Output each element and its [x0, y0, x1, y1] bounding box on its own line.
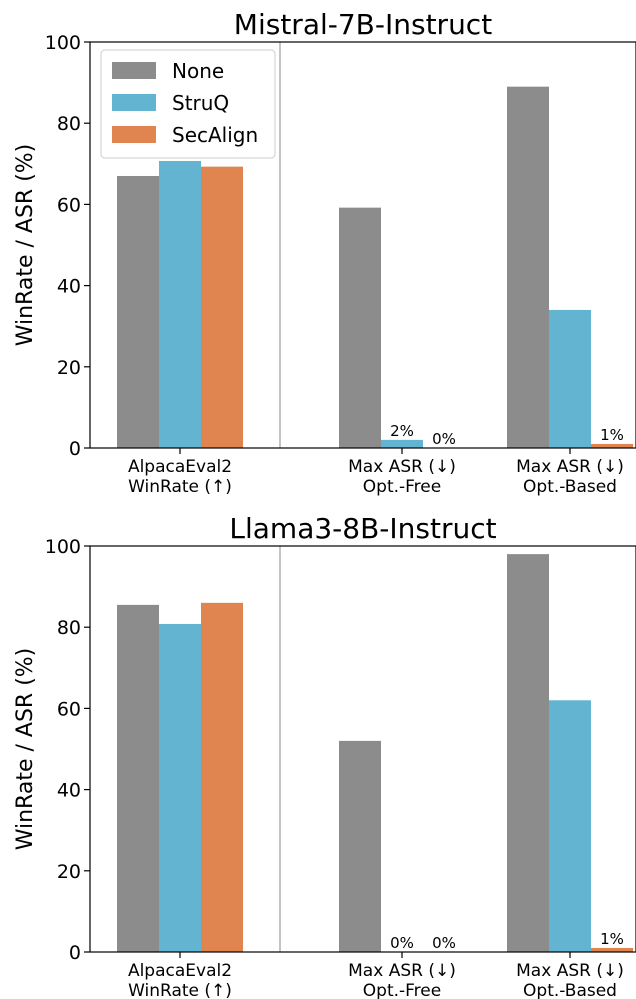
data-label: 0%: [390, 934, 414, 952]
legend-swatch-none: [112, 62, 156, 79]
y-tick-label: 40: [57, 276, 81, 298]
y-tick-label: 80: [57, 113, 81, 135]
legend-swatch-struq: [112, 94, 156, 111]
y-tick-label: 0: [69, 942, 81, 964]
bar-none-0: [117, 604, 159, 952]
x-tick-label: Max ASR (↓): [348, 961, 456, 981]
bar-none-0: [117, 175, 159, 449]
y-tick-label: 100: [45, 536, 81, 558]
y-tick-label: 20: [57, 357, 81, 379]
x-tick-label: Max ASR (↓): [516, 961, 624, 981]
data-label: 0%: [432, 430, 456, 448]
y-axis-label: WinRate / ASR (%): [13, 648, 38, 851]
legend-label: SecAlign: [172, 123, 258, 147]
plot-frame: [89, 545, 636, 953]
x-tick-label: Opt.-Free: [363, 477, 441, 497]
x-tick-label: WinRate (↑): [128, 477, 232, 497]
data-label: 2%: [390, 422, 414, 440]
y-tick-label: 80: [57, 617, 81, 639]
bar-secalign-2: [591, 443, 633, 448]
data-label: 0%: [432, 934, 456, 952]
x-tick-label: Max ASR (↓): [516, 457, 624, 477]
legend-label: StruQ: [172, 91, 229, 115]
bar-none-1: [339, 207, 381, 448]
x-tick-label: Opt.-Based: [523, 981, 617, 999]
bar-secalign-0: [201, 166, 243, 448]
bar-struq-1: [381, 439, 423, 448]
y-tick-label: 40: [57, 780, 81, 802]
bar-secalign-2: [591, 947, 633, 952]
bar-none-1: [339, 740, 381, 952]
legend: None StruQ SecAlign: [100, 49, 276, 159]
chart-title: Llama3-8B-Instruct: [229, 512, 496, 545]
bar-struq-0: [159, 160, 201, 448]
bar-struq-2: [549, 700, 591, 952]
x-tick-label: Max ASR (↓): [348, 457, 456, 477]
y-tick-label: 60: [57, 698, 81, 720]
legend-label: None: [172, 59, 224, 83]
x-tick-label: AlpacaEval2: [128, 961, 232, 981]
chart-panel-2: Llama3-8B-Instruct WinRate / ASR (%) 0% 0% 1…: [13, 512, 636, 999]
legend-swatch-secalign: [112, 126, 156, 143]
y-tick-label: 20: [57, 861, 81, 883]
bar-struq-0: [159, 623, 201, 952]
data-label: 1%: [600, 426, 624, 444]
x-tick-label: WinRate (↑): [128, 981, 232, 999]
data-label: 1%: [600, 930, 624, 948]
y-tick-label: 0: [69, 438, 81, 460]
chart-panel-1: Mistral-7B-Instruct WinRate / ASR (%) 2% 0%…: [13, 8, 636, 497]
y-tick-label: 100: [45, 32, 81, 54]
x-tick-label: AlpacaEval2: [128, 457, 232, 477]
bar-struq-2: [549, 309, 591, 448]
plot-frame: [89, 41, 636, 449]
y-axis-label: WinRate / ASR (%): [13, 144, 38, 347]
y-tick-label: 60: [57, 194, 81, 216]
x-tick-label: Opt.-Free: [363, 981, 441, 999]
bar-none-2: [507, 554, 549, 952]
bar-secalign-0: [201, 602, 243, 952]
bar-none-2: [507, 86, 549, 448]
chart-title: Mistral-7B-Instruct: [234, 8, 492, 41]
x-tick-label: Opt.-Based: [523, 477, 617, 497]
